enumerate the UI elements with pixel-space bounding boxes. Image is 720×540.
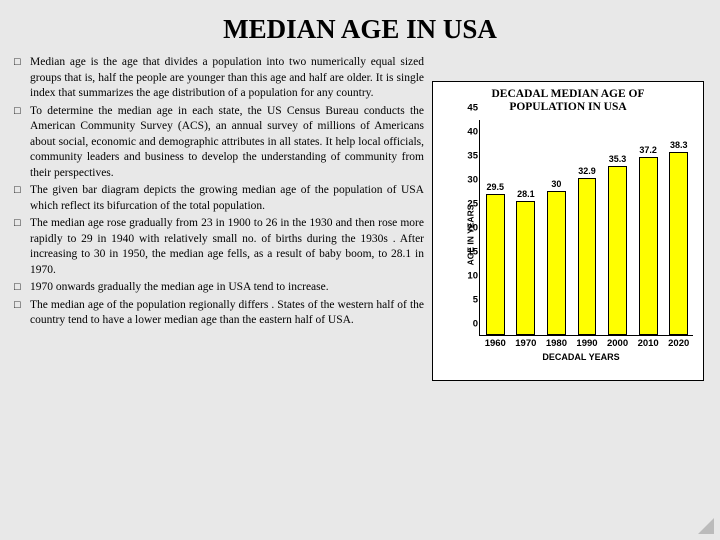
bullet-text: To determine the median age in each stat…: [30, 104, 424, 182]
chart-title-line2: POPULATION IN USA: [509, 101, 626, 113]
page-title: MEDIAN AGE IN USA: [14, 14, 706, 45]
bar: [486, 194, 505, 336]
y-tick-label: 5: [462, 295, 478, 306]
y-tick-label: 0: [462, 319, 478, 330]
bar-value-label: 35.3: [598, 154, 638, 164]
chart-box: DECADAL MEDIAN AGE OF POPULATION IN USA …: [432, 81, 704, 381]
y-tick-label: 35: [462, 151, 478, 162]
bullet-marker-icon: □: [14, 280, 30, 296]
bar-value-label: 30: [536, 179, 576, 189]
x-tick-label: 1960: [485, 338, 506, 349]
x-tick-label: 1990: [576, 338, 597, 349]
y-tick-label: 40: [462, 127, 478, 138]
bullet-marker-icon: □: [14, 298, 30, 329]
y-tick-label: 10: [462, 271, 478, 282]
bullet-text: 1970 onwards gradually the median age in…: [30, 280, 424, 296]
x-tick-label: 2010: [638, 338, 659, 349]
bullet-text: The median age rose gradually from 23 in…: [30, 216, 424, 278]
y-tick-label: 15: [462, 247, 478, 258]
bullet-item: □The median age of the population region…: [14, 298, 424, 329]
x-tick-label: 2000: [607, 338, 628, 349]
chart-title-line1: DECADAL MEDIAN AGE OF: [491, 88, 644, 100]
bar: [608, 166, 627, 335]
bullet-item: □The median age rose gradually from 23 i…: [14, 216, 424, 278]
bar-value-label: 32.9: [567, 166, 607, 176]
bar: [639, 157, 658, 336]
bullet-text: The median age of the population regiona…: [30, 298, 424, 329]
x-tick-label: 1980: [546, 338, 567, 349]
bullet-item: □1970 onwards gradually the median age i…: [14, 280, 424, 296]
content-row: □Median age is the age that divides a po…: [14, 55, 706, 381]
chart-body: AGE IN YEARS 05101520253035404529.519602…: [463, 120, 695, 350]
bar-value-label: 28.1: [506, 189, 546, 199]
bullet-marker-icon: □: [14, 183, 30, 214]
bullet-item: □To determine the median age in each sta…: [14, 104, 424, 182]
bullet-item: □Median age is the age that divides a po…: [14, 55, 424, 102]
y-tick-label: 25: [462, 199, 478, 210]
bullet-text: Median age is the age that divides a pop…: [30, 55, 424, 102]
y-tick-label: 20: [462, 223, 478, 234]
bar-value-label: 38.3: [659, 140, 699, 150]
x-tick-label: 1970: [515, 338, 536, 349]
bar: [669, 152, 688, 336]
bullet-marker-icon: □: [14, 216, 30, 278]
chart-column: DECADAL MEDIAN AGE OF POPULATION IN USA …: [432, 55, 704, 381]
bullet-item: □The given bar diagram depicts the growi…: [14, 183, 424, 214]
bullet-marker-icon: □: [14, 104, 30, 182]
bullet-text: The given bar diagram depicts the growin…: [30, 183, 424, 214]
bar: [516, 201, 535, 336]
y-tick-label: 45: [462, 103, 478, 114]
text-column: □Median age is the age that divides a po…: [14, 55, 424, 381]
x-tick-label: 2020: [668, 338, 689, 349]
bar: [578, 178, 597, 336]
plot-area: 05101520253035404529.5196028.11970301980…: [479, 120, 693, 336]
x-axis-label: DECADAL YEARS: [463, 352, 699, 362]
bullet-marker-icon: □: [14, 55, 30, 102]
bar: [547, 191, 566, 335]
